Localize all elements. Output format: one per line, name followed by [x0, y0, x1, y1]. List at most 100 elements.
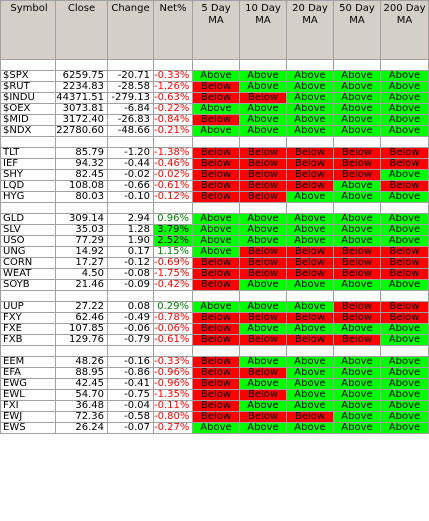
table-row[interactable]: UNG 14.92 0.17 1.15% Above Below Below Below Bel…: [0, 246, 429, 258]
header-ma20[interactable]: 20 Day MA: [286, 0, 334, 60]
ma-status-cell: Below: [286, 411, 334, 423]
net-pct-cell: -1.26%: [153, 81, 193, 93]
ma-status-cell: Above: [192, 246, 240, 258]
symbol-cell: $MID: [0, 114, 56, 126]
table-row[interactable]: IEF 94.32 -0.44 -0.46% Below Below Below Below B…: [0, 158, 429, 170]
table-row[interactable]: LQD 108.08 -0.66 -0.61% Below Below Below Above…: [0, 180, 429, 192]
ma-status-cell: Below: [192, 257, 240, 269]
close-cell: 48.26: [55, 356, 108, 368]
close-cell: 80.03: [55, 191, 108, 203]
table-row[interactable]: TLT 85.79 -1.20 -1.38% Below Below Below Below B…: [0, 147, 429, 159]
table-row[interactable]: FXE 107.85 -0.06 -0.06% Below Above Above Above…: [0, 323, 429, 335]
table-row[interactable]: WEAT 4.50 -0.08 -1.75% Below Below Below Below B…: [0, 268, 429, 280]
table-row[interactable]: HYG 80.03 -0.10 -0.12% Below Below Above Above A…: [0, 191, 429, 203]
ma-status-cell: Above: [239, 125, 287, 137]
symbol-cell: $INDU: [0, 92, 56, 104]
ma-status-cell: Above: [239, 114, 287, 126]
table-row[interactable]: FXB 129.76 -0.79 -0.61% Below Below Below Below…: [0, 334, 429, 346]
symbol-cell: EWL: [0, 389, 56, 401]
table-row[interactable]: CORN 17.27 -0.12 -0.69% Below Below Below Below…: [0, 257, 429, 269]
ma-status-cell: Above: [333, 367, 381, 379]
net-pct-cell: -0.61%: [153, 180, 193, 192]
change-cell: 1.90: [107, 235, 154, 247]
net-pct-cell: -0.96%: [153, 367, 193, 379]
table-row[interactable]: FXI 36.48 -0.04 -0.11% Below Above Above Above A…: [0, 400, 429, 412]
ma-status-cell: Above: [333, 378, 381, 390]
ma-status-cell: Above: [333, 323, 381, 335]
table-row[interactable]: $OEX 3073.81 -6.84 -0.22% Above Above Above Abo…: [0, 103, 429, 115]
table-row[interactable]: USO 77.29 1.90 2.52% Above Above Above Above Abo…: [0, 235, 429, 247]
ma-status-cell: Below: [380, 147, 429, 159]
table-row[interactable]: $MID 3172.40 -26.83 -0.84% Below Above Above Ab…: [0, 114, 429, 126]
header-net-pct[interactable]: Net%: [153, 0, 193, 60]
table-row[interactable]: GLD 309.14 2.94 0.96% Above Above Above Above Ab…: [0, 213, 429, 225]
table-row[interactable]: SOYB 21.46 -0.09 -0.42% Below Above Above Above…: [0, 279, 429, 291]
table-row[interactable]: UUP 27.22 0.08 0.29% Above Above Above Below Bel…: [0, 301, 429, 313]
header-close[interactable]: Close: [55, 0, 108, 60]
ma-status-cell: Above: [192, 422, 240, 434]
spacer-cell: [192, 345, 240, 357]
ma-status-cell: Above: [380, 224, 429, 236]
spacer-cell: [333, 345, 381, 357]
header-change[interactable]: Change: [107, 0, 154, 60]
ma-status-cell: Above: [380, 356, 429, 368]
symbol-cell: EWJ: [0, 411, 56, 423]
header-ma5[interactable]: 5 Day MA: [192, 0, 240, 60]
ma-status-cell: Below: [192, 158, 240, 170]
table-row[interactable]: $INDU 44371.51 -279.13 -0.63% Below Below Abov…: [0, 92, 429, 104]
ma-status-cell: Below: [333, 257, 381, 269]
ma-status-cell: Above: [380, 411, 429, 423]
change-cell: -0.58: [107, 411, 154, 423]
header-ma10[interactable]: 10 Day MA: [239, 0, 287, 60]
header-symbol[interactable]: Symbol: [0, 0, 56, 60]
net-pct-cell: -0.22%: [153, 103, 193, 115]
change-cell: -6.84: [107, 103, 154, 115]
table-row[interactable]: EFA 88.95 -0.86 -0.96% Below Below Above Above A…: [0, 367, 429, 379]
table-row[interactable]: EWG 42.45 -0.41 -0.96% Below Above Above Above A…: [0, 378, 429, 390]
table-row[interactable]: $SPX 6259.75 -20.71 -0.33% Above Above Above Ab…: [0, 70, 429, 82]
ma-status-cell: Above: [380, 389, 429, 401]
ma-status-cell: Below: [333, 268, 381, 280]
ma-status-cell: Below: [333, 334, 381, 346]
ma-status-cell: Above: [380, 70, 429, 82]
ma-status-cell: Below: [239, 334, 287, 346]
ma-status-cell: Below: [192, 367, 240, 379]
spacer-cell: [286, 136, 334, 148]
spacer-cell: [55, 345, 108, 357]
table-row[interactable]: EEM 48.26 -0.16 -0.33% Below Above Above Above A…: [0, 356, 429, 368]
spacer-cell: [0, 202, 56, 214]
ma-status-cell: Above: [192, 224, 240, 236]
net-pct-cell: 0.96%: [153, 213, 193, 225]
ma-status-cell: Above: [192, 70, 240, 82]
symbol-cell: EWG: [0, 378, 56, 390]
ma-status-cell: Below: [192, 92, 240, 104]
ma-status-cell: Above: [333, 422, 381, 434]
ma-status-cell: Above: [286, 125, 334, 137]
spacer-cell: [286, 59, 334, 71]
ma-status-cell: Below: [239, 367, 287, 379]
net-pct-cell: -0.33%: [153, 70, 193, 82]
group-spacer-row: [0, 345, 429, 357]
table-row[interactable]: EWL 54.70 -0.75 -1.35% Below Below Above Above A…: [0, 389, 429, 401]
table-row[interactable]: EWS 26.24 -0.07 -0.27% Above Above Above Above A…: [0, 422, 429, 434]
symbol-cell: FXB: [0, 334, 56, 346]
header-ma200[interactable]: 200 Day MA: [380, 0, 429, 60]
table-row[interactable]: SHY 82.45 -0.02 -0.02% Below Below Below Below A…: [0, 169, 429, 181]
ma-status-cell: Below: [192, 334, 240, 346]
ma-status-cell: Above: [380, 235, 429, 247]
ma-status-cell: Above: [239, 224, 287, 236]
ma-status-cell: Above: [380, 114, 429, 126]
net-pct-cell: -0.46%: [153, 158, 193, 170]
ma-status-cell: Above: [239, 235, 287, 247]
ma-status-cell: Above: [380, 422, 429, 434]
table-row[interactable]: $RUT 2234.83 -28.58 -1.26% Below Above Above Ab…: [0, 81, 429, 93]
close-cell: 17.27: [55, 257, 108, 269]
change-cell: -48.66: [107, 125, 154, 137]
header-ma50[interactable]: 50 Day MA: [333, 0, 381, 60]
table-row[interactable]: FXY 62.46 -0.49 -0.78% Below Below Below Below B…: [0, 312, 429, 324]
table-row[interactable]: EWJ 72.36 -0.58 -0.80% Below Below Below Above A…: [0, 411, 429, 423]
table-row[interactable]: SLV 35.03 1.28 3.79% Above Above Above Above Abo…: [0, 224, 429, 236]
spacer-cell: [55, 202, 108, 214]
table-row[interactable]: $NDX 22780.60 -48.66 -0.21% Above Above Above A…: [0, 125, 429, 137]
close-cell: 3073.81: [55, 103, 108, 115]
